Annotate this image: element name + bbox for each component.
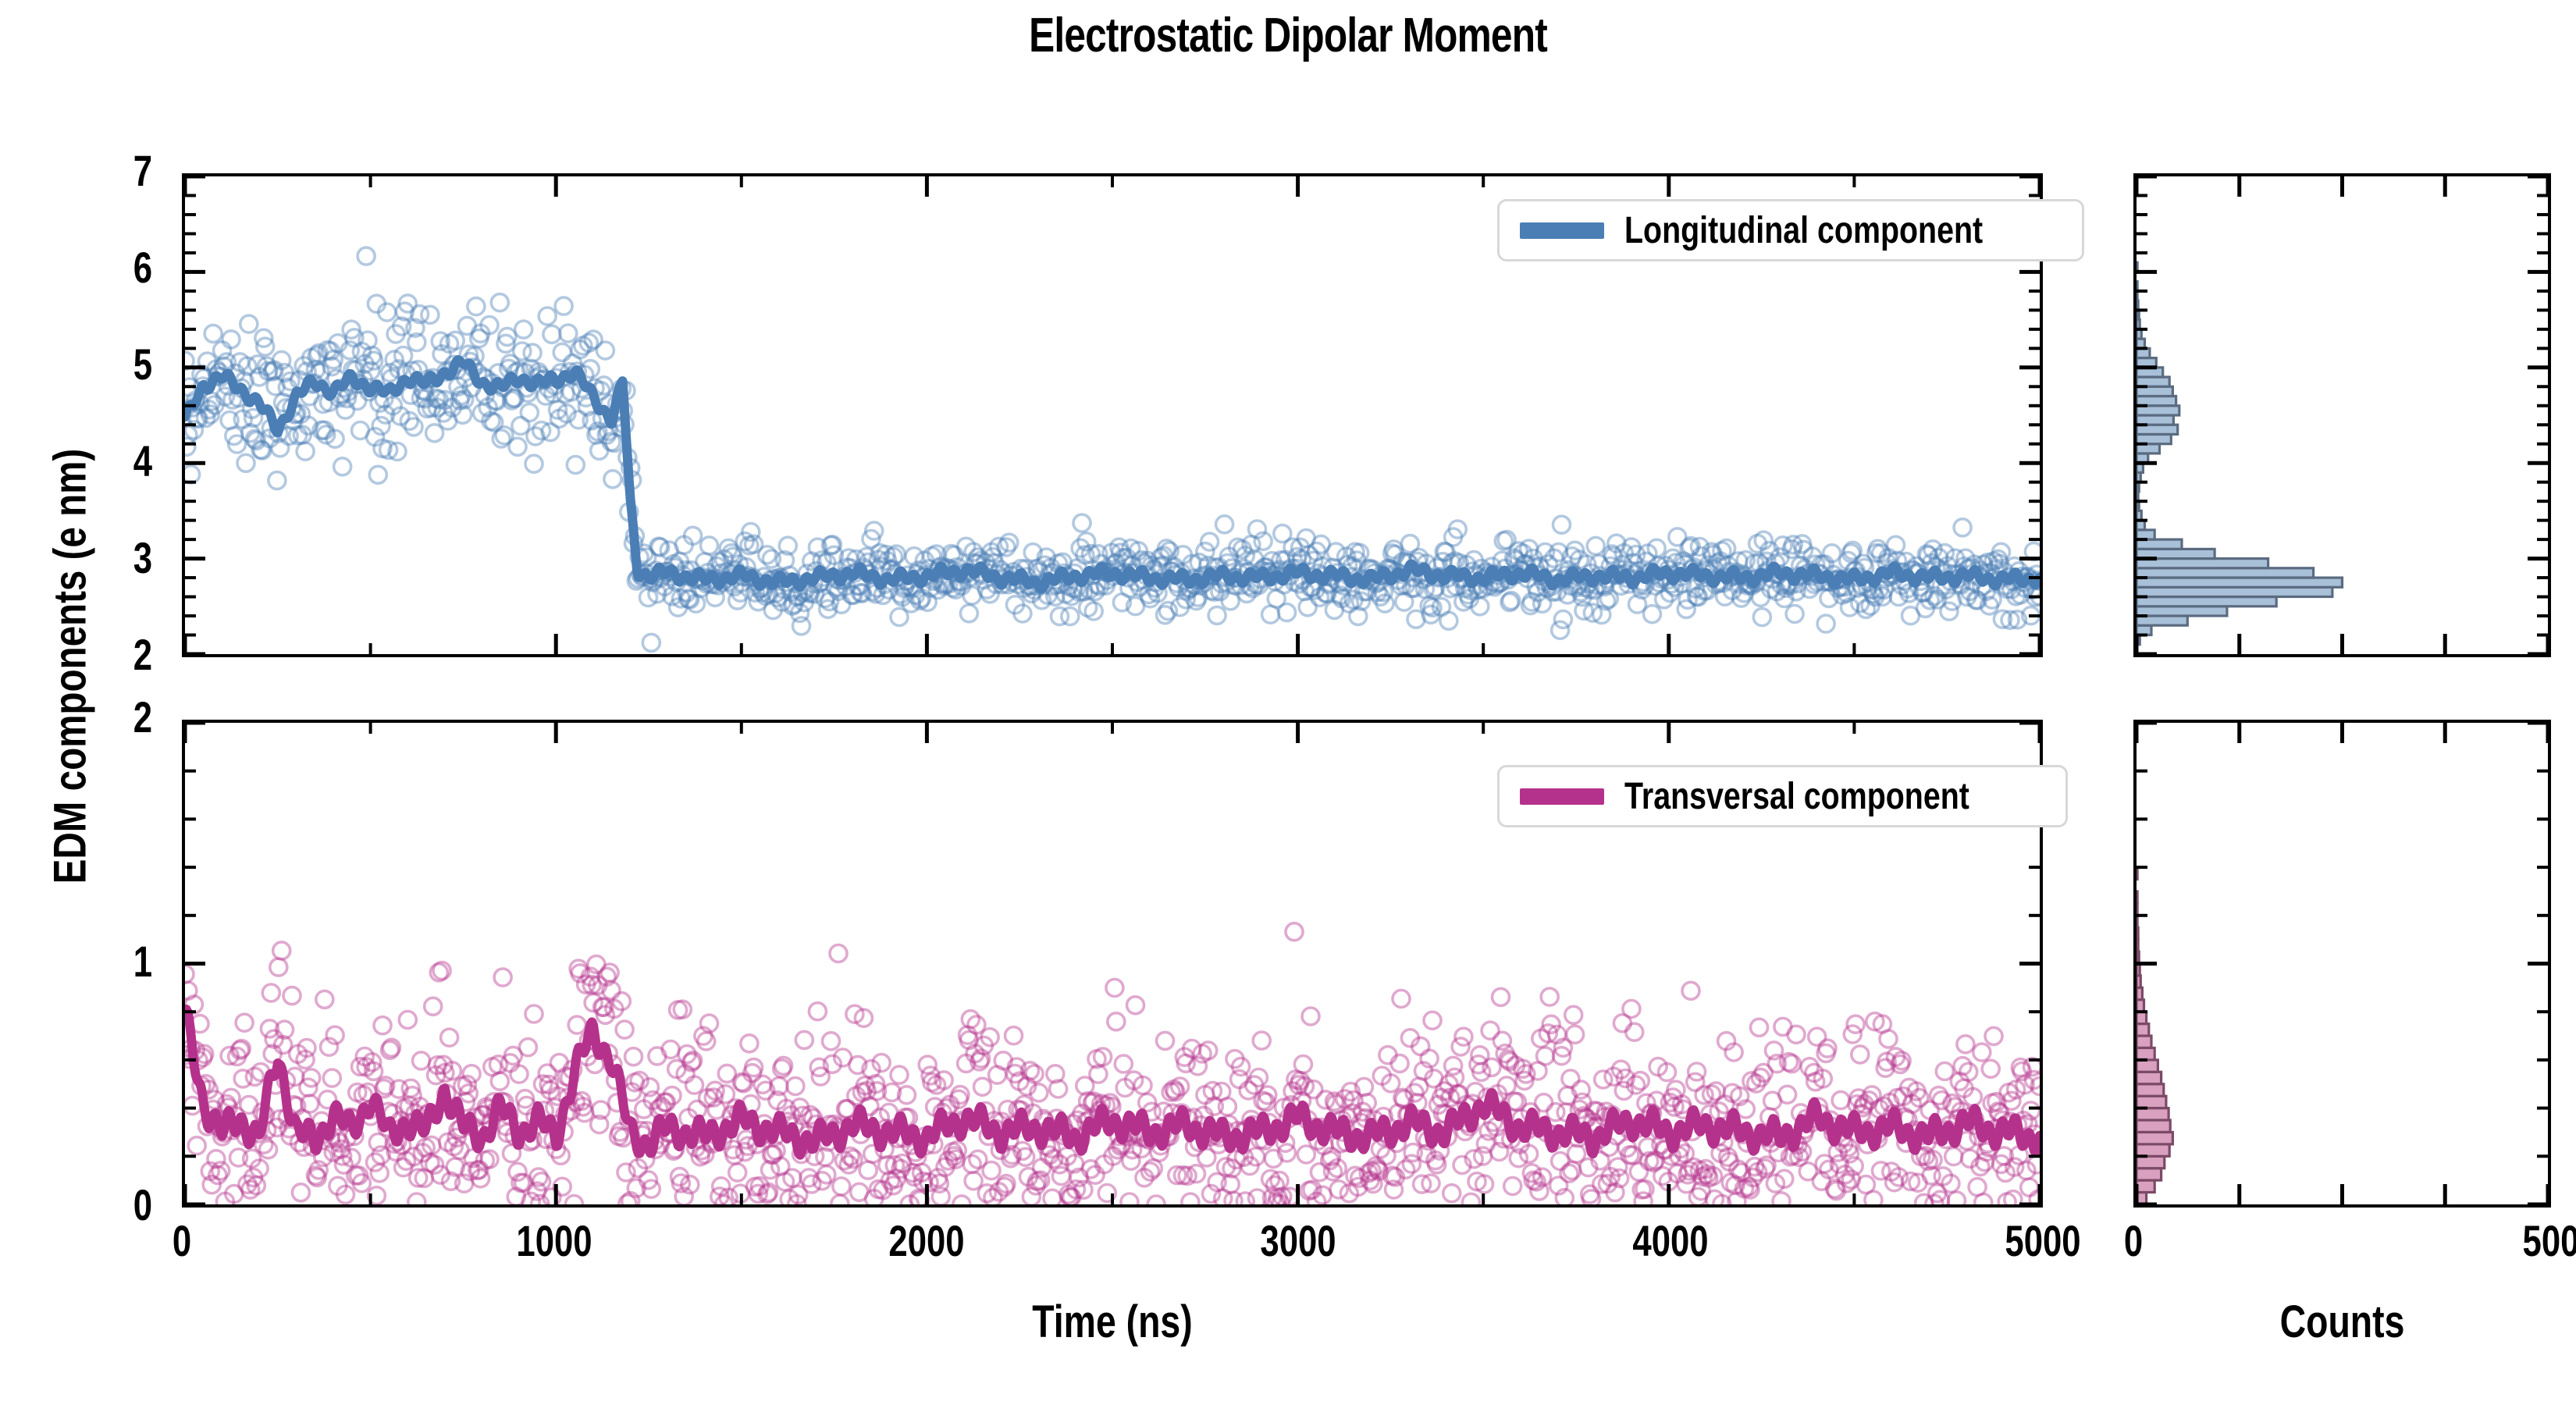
x-axis-label-time: Time (ns): [1032, 1297, 1193, 1347]
ytick-top-2: 2: [133, 630, 152, 679]
xtick-time-3000: 3000: [1260, 1216, 1336, 1265]
legend-swatch-longitudinal: [1520, 222, 1604, 239]
xtick-time-5000: 5000: [2005, 1216, 2081, 1265]
legend-longitudinal: Longitudinal component: [1497, 199, 2084, 261]
ytick-bottom-2: 2: [133, 692, 152, 742]
longitudinal-histogram-panel: [2133, 173, 2551, 657]
ytick-top-7: 7: [133, 146, 152, 195]
ytick-top-4: 4: [133, 436, 152, 486]
xtick-time-0: 0: [172, 1216, 192, 1265]
legend-label-transversal: Transversal component: [1624, 775, 1969, 817]
ytick-bottom-1: 1: [133, 936, 152, 986]
xtick-time-2000: 2000: [888, 1216, 965, 1265]
figure-title: Electrostatic Dipolar Moment: [1029, 9, 1548, 62]
xtick-time-4000: 4000: [1632, 1216, 1709, 1265]
ytick-top-5: 5: [133, 340, 152, 389]
ytick-bottom-0: 0: [133, 1180, 152, 1229]
xtick-time-1000: 1000: [516, 1216, 592, 1265]
xtick-counts-0: 0: [2123, 1216, 2144, 1265]
x-axis-label-counts: Counts: [2279, 1297, 2405, 1347]
ytick-top-3: 3: [133, 533, 152, 582]
ytick-top-6: 6: [133, 243, 152, 292]
legend-swatch-transversal: [1520, 788, 1604, 805]
legend-label-longitudinal: Longitudinal component: [1624, 209, 1984, 251]
xtick-counts-500: 500: [2522, 1216, 2576, 1265]
transversal-histogram-panel: [2133, 720, 2551, 1208]
legend-transversal: Transversal component: [1497, 765, 2068, 827]
